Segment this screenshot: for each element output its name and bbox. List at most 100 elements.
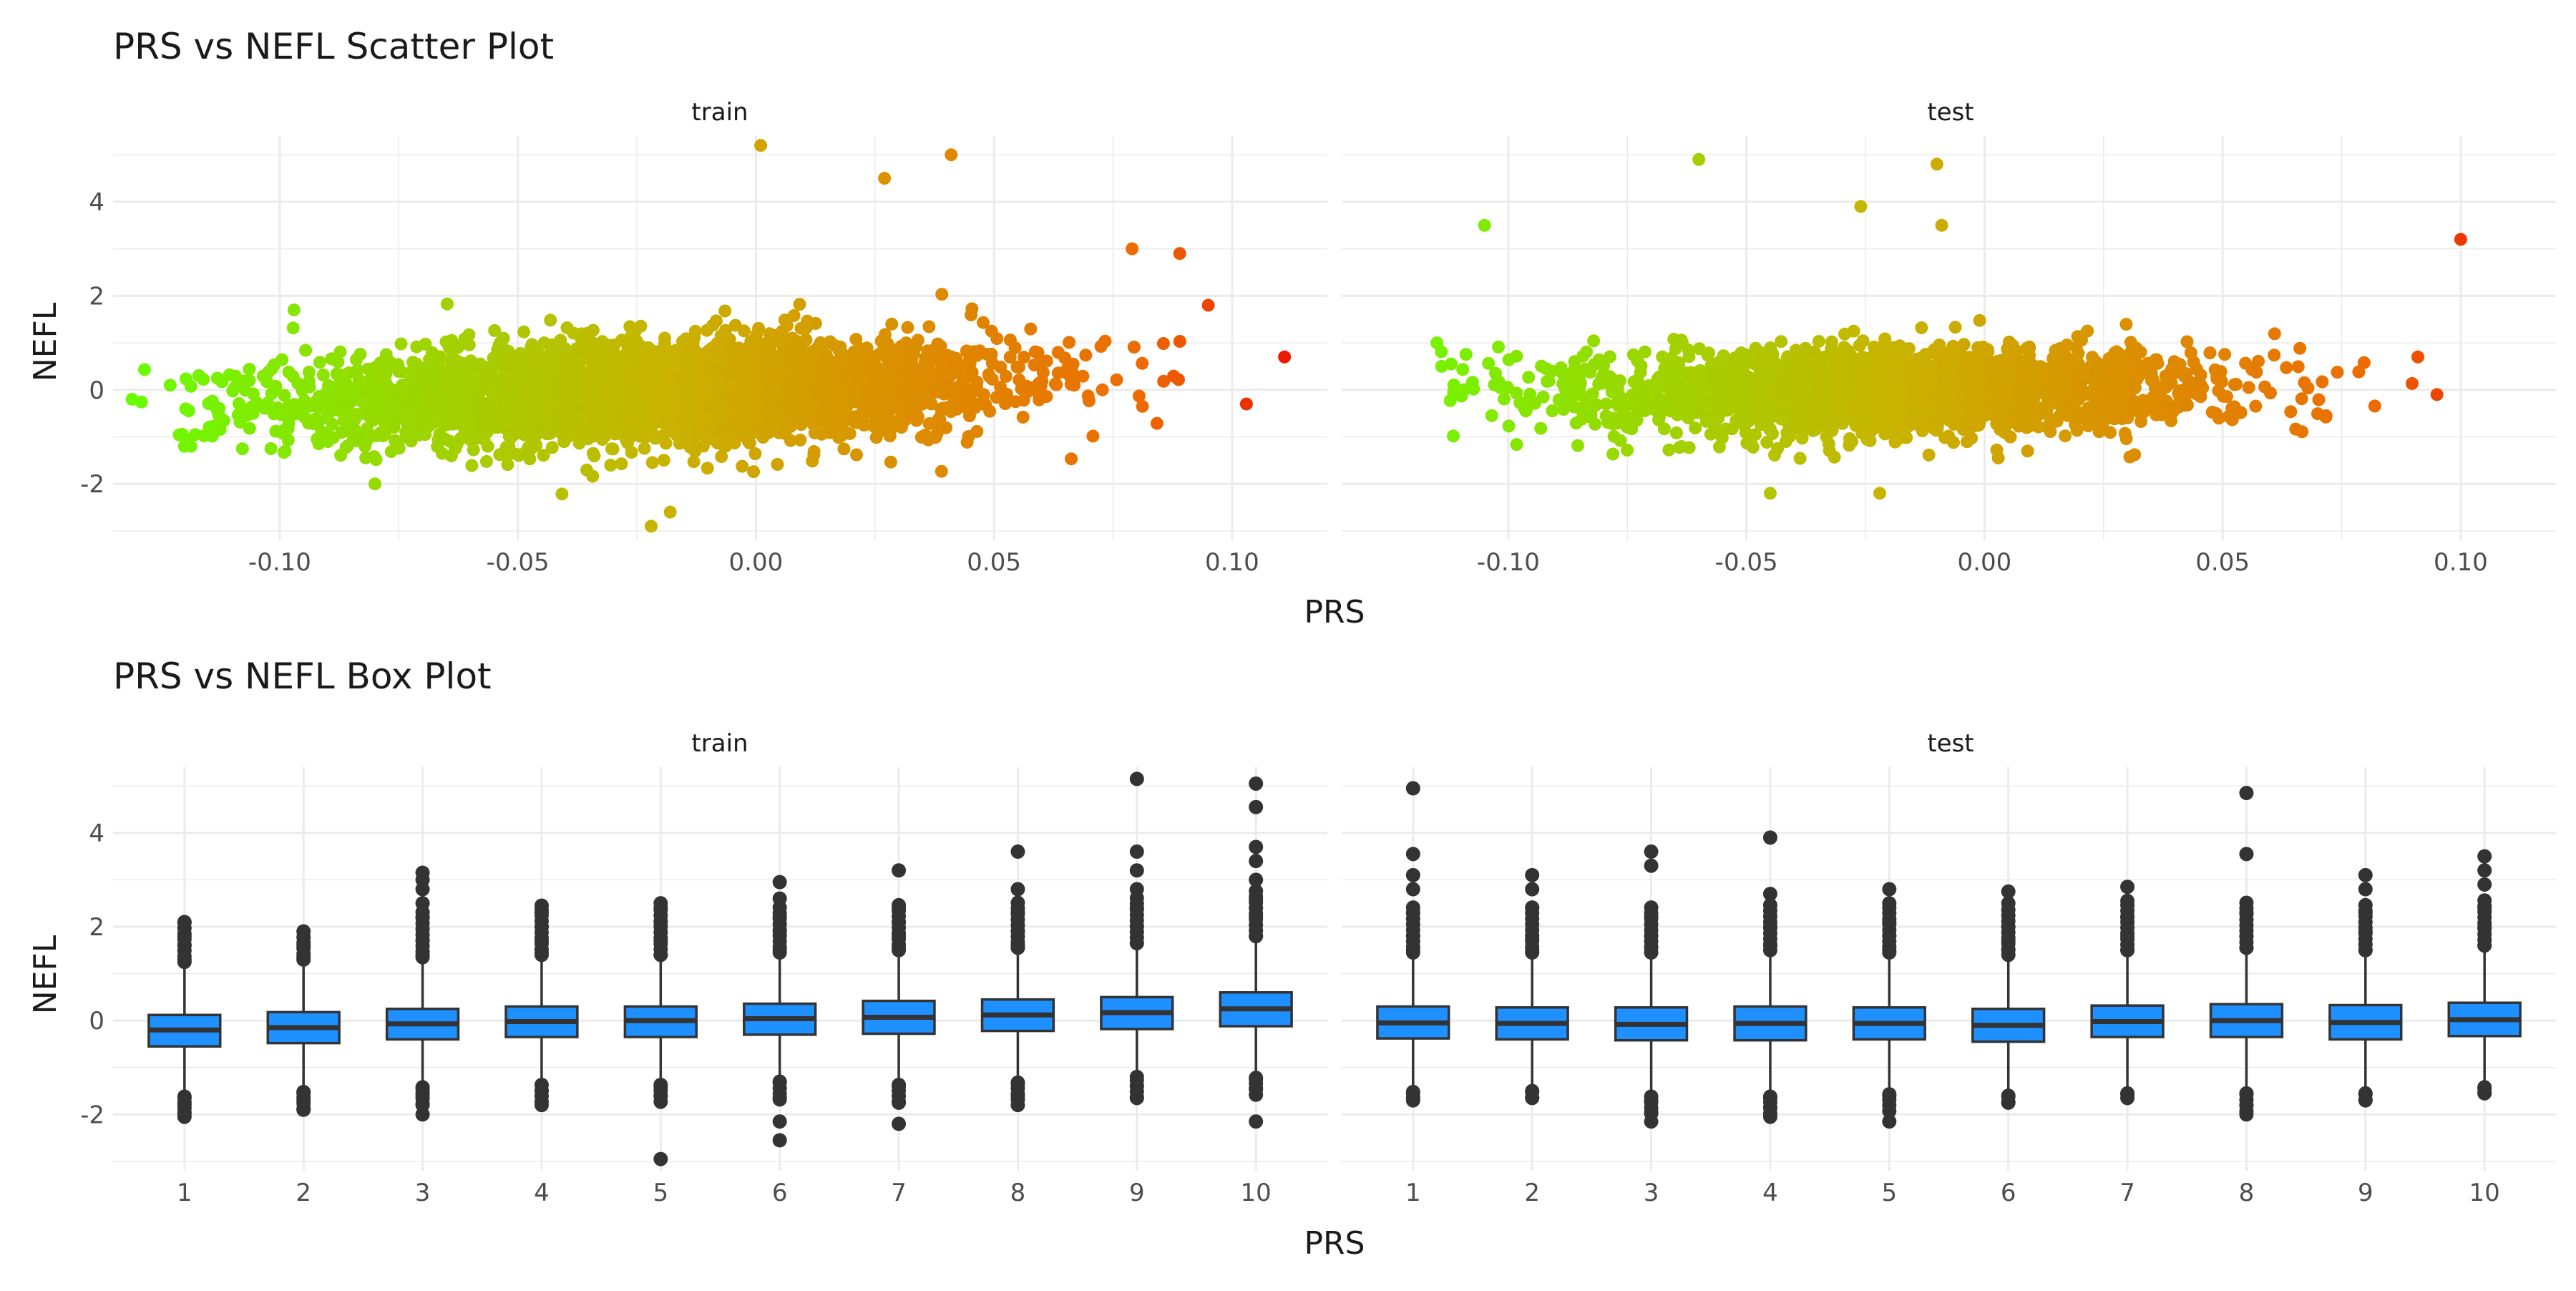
- scatter-point: [2252, 355, 2265, 368]
- scatter-point: [518, 429, 531, 442]
- scatter-point: [2108, 398, 2121, 411]
- scatter-point: [313, 437, 326, 450]
- scatter-point: [599, 395, 612, 408]
- scatter-point: [501, 416, 514, 429]
- scatter-point: [1167, 370, 1180, 383]
- scatter-point: [1958, 338, 1971, 351]
- scatter-point: [999, 397, 1012, 410]
- scatter-point: [502, 402, 515, 415]
- scatter-point: [567, 389, 580, 401]
- scatter-point: [802, 369, 815, 382]
- scatter-point: [494, 336, 507, 349]
- scatter-point: [982, 368, 995, 381]
- scatter-point: [197, 373, 210, 386]
- scatter-point: [874, 376, 887, 389]
- scatter-x-tick-label: 0.05: [967, 548, 1021, 577]
- scatter-point: [664, 506, 677, 519]
- scatter-point: [1739, 349, 1752, 361]
- scatter-point: [243, 422, 256, 435]
- scatter-x-tick-label: -0.10: [1477, 548, 1540, 577]
- scatter-point: [1540, 362, 1553, 375]
- scatter-point: [1174, 335, 1186, 348]
- scatter-point: [711, 351, 724, 364]
- scatter-point: [932, 353, 945, 366]
- scatter-point: [748, 447, 761, 460]
- scatter-x-tick-label: -0.05: [1715, 548, 1778, 577]
- scatter-point: [715, 329, 728, 342]
- scatter-point: [2032, 421, 2045, 434]
- scatter-point: [1864, 434, 1877, 447]
- scatter-point: [884, 414, 897, 427]
- scatter-point: [1447, 429, 1460, 442]
- scatter-point: [1878, 427, 1891, 440]
- scatter-point: [1498, 393, 1511, 406]
- scatter-point: [945, 148, 957, 161]
- scatter-point: [615, 457, 628, 470]
- scatter-point: [1456, 363, 1469, 376]
- scatter-point: [718, 305, 731, 318]
- scatter-point: [1511, 438, 1523, 451]
- scatter-point: [2220, 390, 2233, 403]
- scatter-point: [913, 382, 926, 395]
- scatter-point: [1151, 417, 1163, 430]
- scatter-point: [741, 366, 754, 379]
- scatter-point: [2284, 405, 2297, 418]
- scatter-point: [771, 366, 784, 379]
- scatter-point: [2196, 381, 2209, 394]
- scatter-point: [523, 363, 536, 376]
- scatter-point: [1458, 384, 1471, 396]
- scatter-point: [356, 396, 369, 409]
- scatter-point: [287, 321, 300, 334]
- scatter-point: [868, 356, 881, 369]
- scatter-point: [931, 427, 944, 440]
- scatter-y-tick-label: 0: [89, 376, 104, 405]
- scatter-point: [844, 427, 857, 440]
- scatter-point: [983, 405, 996, 418]
- scatter-point: [1794, 452, 1807, 465]
- scatter-point: [789, 361, 801, 374]
- scatter-point: [1949, 321, 1962, 333]
- scatter-point: [482, 440, 494, 453]
- scatter-point: [771, 458, 784, 471]
- scatter-point: [912, 333, 924, 346]
- scatter-y-tick-label: -2: [80, 470, 104, 499]
- scatter-point: [288, 303, 301, 316]
- scatter-point: [719, 407, 732, 420]
- scatter-point: [658, 454, 670, 467]
- scatter-point: [138, 363, 151, 376]
- scatter-point: [226, 384, 239, 397]
- scatter-point: [299, 344, 312, 357]
- scatter-point: [348, 408, 361, 421]
- scatter-point: [555, 487, 568, 500]
- scatter-point: [438, 419, 451, 432]
- scatter-point: [1278, 351, 1291, 364]
- scatter-point: [1065, 452, 1078, 465]
- scatter-point: [2313, 394, 2326, 406]
- scatter-point: [645, 520, 658, 532]
- scatter-point: [557, 435, 570, 448]
- scatter-point: [884, 351, 897, 364]
- scatter-title: PRS vs NEFL Scatter Plot: [113, 26, 554, 67]
- scatter-point: [894, 382, 907, 395]
- scatter-point: [738, 385, 751, 398]
- scatter-point: [1240, 397, 1253, 410]
- scatter-point: [2204, 346, 2217, 359]
- scatter-point: [1562, 381, 1575, 394]
- scatter-point: [2406, 377, 2419, 390]
- scatter-point: [164, 379, 177, 391]
- scatter-point: [1522, 371, 1535, 384]
- scatter-point: [2296, 392, 2308, 405]
- scatter-point: [587, 447, 600, 460]
- scatter-point: [2249, 400, 2262, 413]
- scatter-point: [1503, 419, 1516, 432]
- scatter-point: [2074, 389, 2087, 401]
- scatter-point: [393, 442, 406, 454]
- scatter-point: [966, 366, 979, 379]
- scatter-point: [1202, 299, 1215, 312]
- scatter-point: [444, 435, 457, 448]
- scatter-point: [620, 431, 633, 444]
- scatter-point: [243, 374, 256, 387]
- scatter-point: [229, 370, 242, 383]
- scatter-point: [282, 434, 295, 447]
